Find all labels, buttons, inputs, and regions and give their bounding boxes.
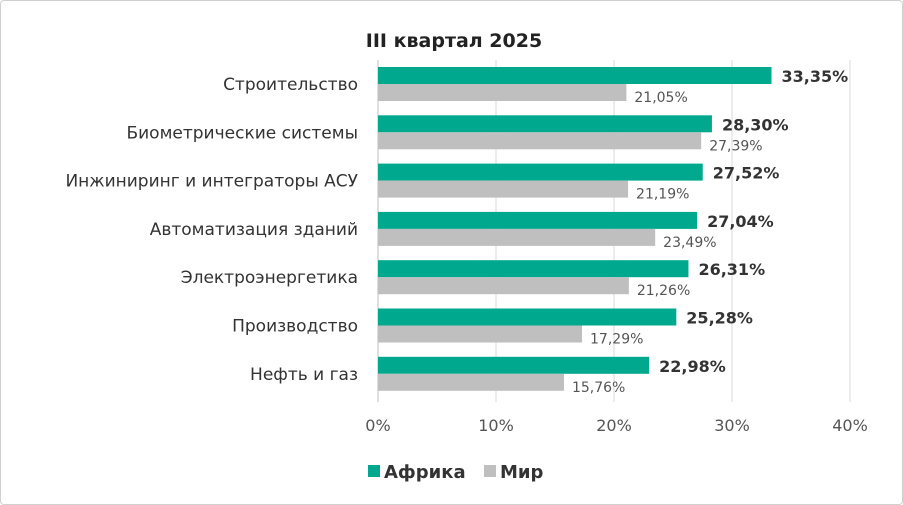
x-tick-label: 10% [478, 416, 514, 435]
category-label: Электроэнергетика [181, 268, 358, 288]
bar-africa [378, 308, 677, 326]
x-tick-label: 40% [832, 416, 868, 435]
data-label-africa: 28,30% [722, 115, 789, 134]
chart-title: III квартал 2025 [366, 30, 542, 52]
data-label-africa: 27,52% [713, 164, 780, 183]
data-label-africa: 33,35% [782, 67, 849, 86]
data-label-africa: 25,28% [686, 309, 753, 328]
data-label-world: 21,19% [636, 187, 689, 203]
category-label: Биометрические системы [126, 123, 358, 143]
bar-africa [378, 211, 698, 229]
category-label: Инжиниринг и интеграторы АСУ [65, 172, 358, 192]
category-labels: Строительство Биометрические системы Инжин… [65, 75, 358, 385]
data-label-africa: 26,31% [698, 260, 765, 279]
x-tick-label: 0% [365, 416, 390, 435]
data-label-world: 23,49% [663, 235, 716, 251]
x-tick-label: 30% [714, 416, 750, 435]
bar-world [378, 325, 583, 343]
legend-swatch-world [484, 465, 496, 477]
legend-label-africa: Африка [384, 462, 466, 483]
x-tick-label: 20% [596, 416, 632, 435]
bar-africa [378, 115, 712, 133]
category-label: Автоматизация зданий [150, 220, 358, 240]
bar-world [378, 132, 702, 150]
data-label-world: 27,39% [709, 138, 762, 154]
category-label: Производство [232, 317, 358, 337]
bar-world [378, 277, 629, 295]
data-label-world: 21,26% [637, 283, 690, 299]
bar-africa [378, 260, 689, 278]
legend: Африка Мир [368, 462, 544, 483]
legend-swatch-africa [368, 465, 380, 477]
bar-world [378, 373, 564, 391]
x-axis-ticks: 0% 10% 20% 30% 40% [365, 416, 867, 435]
bar-africa [378, 67, 772, 84]
bar-world [378, 228, 656, 246]
bars: 33,35% 21,05% 28,30% 27,39% 27,52% 21,19% 27,0… [378, 67, 848, 396]
data-label-africa: 22,98% [659, 357, 726, 376]
data-label-world: 15,76% [572, 380, 625, 396]
category-label: Строительство [223, 75, 358, 95]
bar-africa [378, 356, 650, 374]
data-label-world: 17,29% [590, 332, 643, 348]
legend-label-world: Мир [500, 462, 544, 483]
data-label-world: 21,05% [634, 90, 687, 106]
category-label: Нефть и газ [250, 365, 358, 385]
bar-africa [378, 163, 703, 181]
bar-world [378, 84, 627, 101]
bar-world [378, 180, 629, 198]
data-label-africa: 27,04% [707, 212, 774, 231]
